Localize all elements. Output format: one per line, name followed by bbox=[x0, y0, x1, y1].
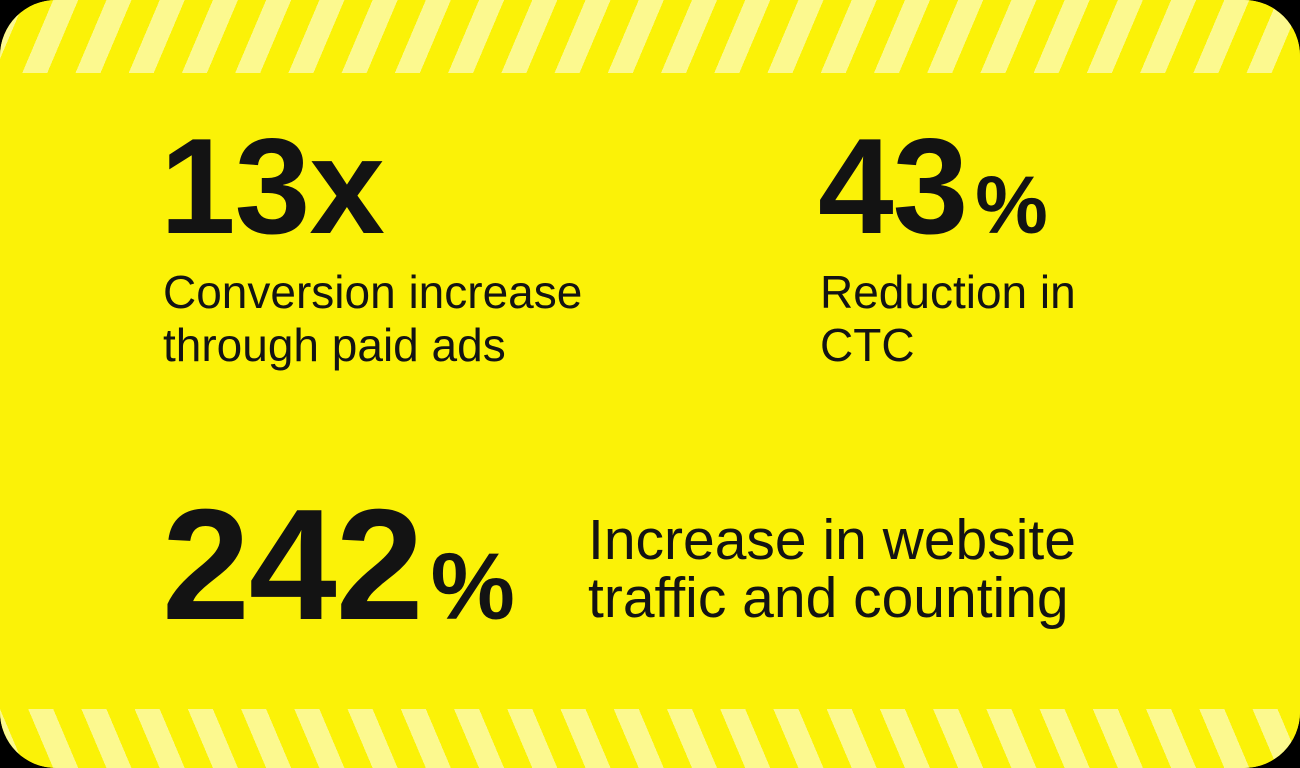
stat-value-text: 43 bbox=[818, 110, 968, 262]
stat-value-text: 242 bbox=[162, 477, 424, 653]
striped-border-bottom bbox=[0, 709, 1300, 768]
percent-sign: % bbox=[430, 534, 515, 640]
percent-sign: % bbox=[975, 160, 1048, 251]
stat-label-conversion: Conversion increase through paid ads bbox=[163, 266, 583, 371]
stat-value-ctc: 43% bbox=[818, 118, 1048, 254]
stat-label-ctc: Reduction in CTC bbox=[820, 266, 1076, 371]
stat-value-text: 13x bbox=[160, 110, 385, 262]
stat-label-traffic: Increase in website traffic and counting bbox=[588, 508, 1076, 630]
striped-border-top bbox=[0, 0, 1300, 73]
stat-value-traffic: 242% bbox=[162, 486, 515, 644]
stat-value-conversion: 13x bbox=[160, 118, 385, 254]
